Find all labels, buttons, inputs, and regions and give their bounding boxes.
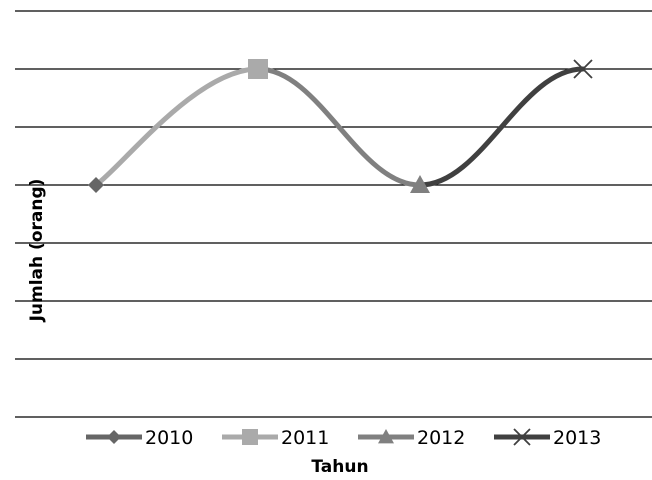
legend-marker [107, 430, 121, 444]
data-point-2010 [88, 177, 104, 193]
gridlines [15, 10, 652, 418]
legend-marker [242, 429, 258, 445]
legend-entry-2010: 2010 [86, 427, 193, 449]
legend-label: 2011 [281, 427, 329, 449]
data-point-2013 [573, 59, 593, 79]
series-lines [93, 66, 586, 188]
legend-label: 2012 [417, 427, 465, 449]
series-line-2011 [93, 66, 261, 188]
legend-marker [513, 428, 531, 446]
series-line-2012 [255, 66, 423, 188]
data-point-2011 [248, 59, 268, 79]
legend-entry-2011: 2011 [222, 427, 329, 449]
legend-entry-2013: 2013 [494, 427, 601, 449]
y-axis-label: Jumlah (orang) [27, 179, 47, 323]
x-axis-label: Tahun [311, 457, 368, 477]
legend-entry-2012: 2012 [358, 427, 465, 449]
legend-marker [378, 429, 394, 444]
series-line-2013 [417, 66, 586, 188]
legend-label: 2013 [553, 427, 601, 449]
data-markers [88, 59, 593, 193]
data-point-2012 [410, 175, 430, 193]
legend: 2010 2011 2012 2013 [86, 427, 601, 449]
legend-label: 2010 [145, 427, 193, 449]
